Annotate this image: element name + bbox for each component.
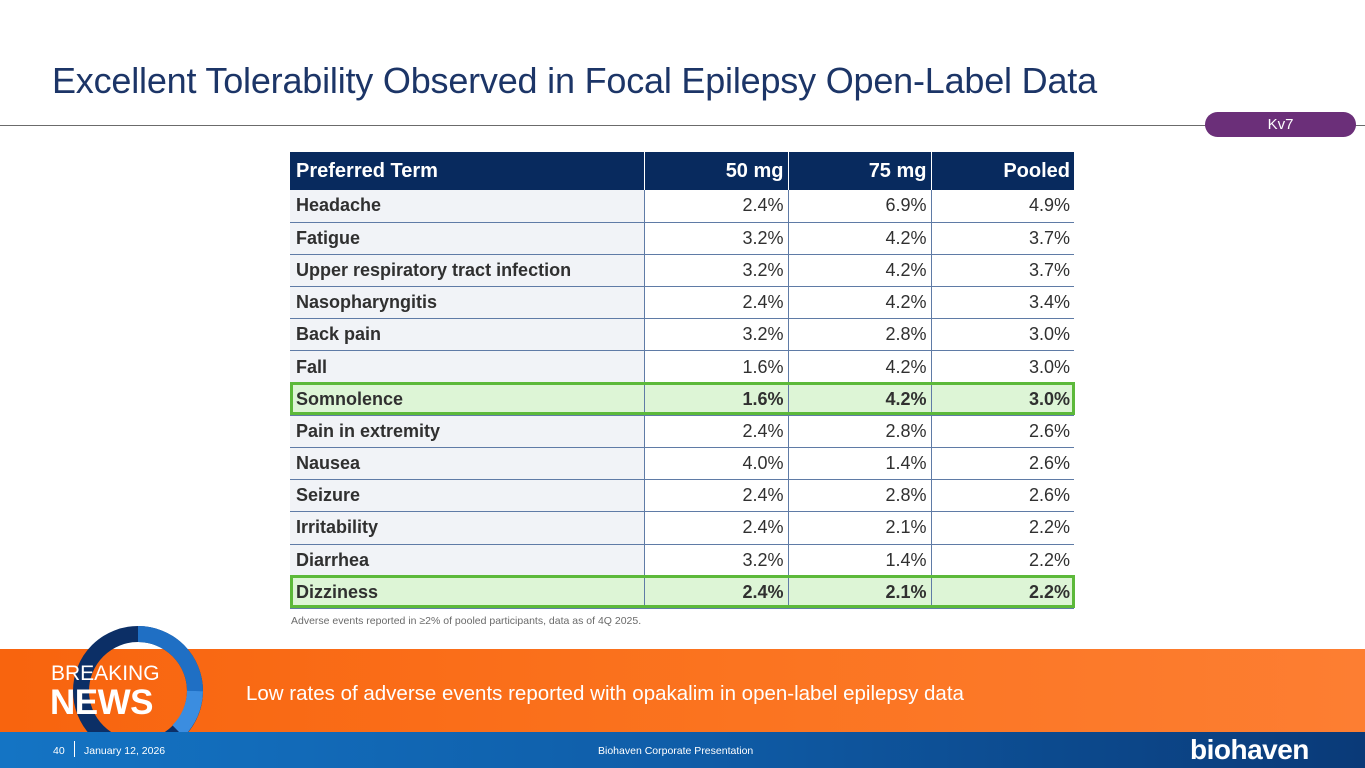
cell-75mg: 4.2% bbox=[788, 222, 932, 255]
breaking-label: BREAKING bbox=[51, 662, 160, 685]
table-row: Diarrhea 3.2% 1.4% 2.2% bbox=[290, 544, 1074, 577]
cell-pooled: 3.0% bbox=[931, 350, 1074, 384]
cell-term: Pain in extremity bbox=[290, 415, 645, 449]
cell-pooled: 3.0% bbox=[931, 383, 1074, 416]
cell-50mg: 3.2% bbox=[644, 254, 789, 288]
news-label: NEWS bbox=[50, 683, 154, 722]
cell-75mg: 4.2% bbox=[788, 350, 932, 384]
page-number: 40 bbox=[53, 745, 65, 757]
cell-50mg: 2.4% bbox=[644, 190, 789, 223]
table-row: Somnolence 1.6% 4.2% 3.0% bbox=[290, 383, 1074, 416]
table-footnote: Adverse events reported in ≥2% of pooled… bbox=[291, 615, 642, 627]
cell-pooled: 3.4% bbox=[931, 286, 1074, 320]
cell-50mg: 1.6% bbox=[644, 383, 789, 416]
table-row: Headache 2.4% 6.9% 4.9% bbox=[290, 190, 1074, 223]
banner-message: Low rates of adverse events reported wit… bbox=[246, 682, 964, 705]
cell-pooled: 2.2% bbox=[931, 511, 1074, 545]
table-row: Dizziness 2.4% 2.1% 2.2% bbox=[290, 576, 1074, 609]
cell-pooled: 2.6% bbox=[931, 415, 1074, 449]
cell-pooled: 3.0% bbox=[931, 318, 1074, 352]
cell-50mg: 3.2% bbox=[644, 544, 789, 577]
cell-term: Dizziness bbox=[290, 576, 645, 609]
table-row: Pain in extremity 2.4% 2.8% 2.6% bbox=[290, 415, 1074, 449]
title-divider bbox=[0, 125, 1365, 126]
footer-separator bbox=[74, 741, 75, 757]
footer-bar bbox=[0, 732, 1365, 768]
cell-75mg: 4.2% bbox=[788, 286, 932, 320]
header-pooled: Pooled bbox=[931, 152, 1074, 190]
cell-term: Nausea bbox=[290, 447, 645, 481]
cell-50mg: 2.4% bbox=[644, 576, 789, 609]
cell-50mg: 2.4% bbox=[644, 286, 789, 320]
cell-75mg: 4.2% bbox=[788, 383, 932, 416]
footer-presentation-title: Biohaven Corporate Presentation bbox=[598, 745, 754, 757]
cell-pooled: 2.6% bbox=[931, 479, 1074, 513]
cell-pooled: 2.2% bbox=[931, 576, 1074, 609]
table-row: Fatigue 3.2% 4.2% 3.7% bbox=[290, 222, 1074, 255]
table-row: Nausea 4.0% 1.4% 2.6% bbox=[290, 447, 1074, 481]
cell-75mg: 1.4% bbox=[788, 544, 932, 577]
cell-75mg: 1.4% bbox=[788, 447, 932, 481]
cell-50mg: 3.2% bbox=[644, 318, 789, 352]
table-row: Back pain 3.2% 2.8% 3.0% bbox=[290, 318, 1074, 352]
cell-75mg: 4.2% bbox=[788, 254, 932, 288]
table-header-row: Preferred Term 50 mg 75 mg Pooled bbox=[290, 152, 1074, 190]
cell-75mg: 6.9% bbox=[788, 190, 932, 223]
cell-50mg: 2.4% bbox=[644, 511, 789, 545]
cell-50mg: 2.4% bbox=[644, 415, 789, 449]
table-row: Upper respiratory tract infection 3.2% 4.2… bbox=[290, 254, 1074, 288]
breaking-news-banner bbox=[0, 649, 1365, 732]
topic-tag: Kv7 bbox=[1205, 112, 1356, 137]
cell-term: Fall bbox=[290, 350, 645, 384]
cell-50mg: 3.2% bbox=[644, 222, 789, 255]
cell-pooled: 4.9% bbox=[931, 190, 1074, 223]
cell-pooled: 2.6% bbox=[931, 447, 1074, 481]
cell-75mg: 2.8% bbox=[788, 415, 932, 449]
breaking-news-ring-icon bbox=[73, 626, 203, 736]
cell-50mg: 4.0% bbox=[644, 447, 789, 481]
table-row: Irritability 2.4% 2.1% 2.2% bbox=[290, 511, 1074, 545]
header-75mg: 75 mg bbox=[788, 152, 932, 190]
header-50mg: 50 mg bbox=[644, 152, 789, 190]
cell-term: Irritability bbox=[290, 511, 645, 545]
cell-75mg: 2.8% bbox=[788, 318, 932, 352]
biohaven-logo: biohaven bbox=[1190, 734, 1309, 765]
cell-75mg: 2.1% bbox=[788, 576, 932, 609]
cell-term: Nasopharyngitis bbox=[290, 286, 645, 320]
cell-term: Somnolence bbox=[290, 383, 645, 416]
cell-50mg: 2.4% bbox=[644, 479, 789, 513]
cell-term: Headache bbox=[290, 190, 645, 223]
cell-75mg: 2.8% bbox=[788, 479, 932, 513]
cell-term: Seizure bbox=[290, 479, 645, 513]
table-row: Nasopharyngitis 2.4% 4.2% 3.4% bbox=[290, 286, 1074, 320]
adverse-events-table: Preferred Term 50 mg 75 mg Pooled Headac… bbox=[290, 152, 1074, 609]
cell-term: Fatigue bbox=[290, 222, 645, 255]
cell-50mg: 1.6% bbox=[644, 350, 789, 384]
table-body: Headache 2.4% 6.9% 4.9% Fatigue 3.2% 4.2% 3.7% U… bbox=[290, 190, 1074, 609]
cell-pooled: 3.7% bbox=[931, 222, 1074, 255]
cell-75mg: 2.1% bbox=[788, 511, 932, 545]
cell-term: Upper respiratory tract infection bbox=[290, 254, 645, 288]
cell-term: Back pain bbox=[290, 318, 645, 352]
slide-title: Excellent Tolerability Observed in Focal… bbox=[52, 60, 1097, 101]
cell-pooled: 3.7% bbox=[931, 254, 1074, 288]
cell-pooled: 2.2% bbox=[931, 544, 1074, 577]
header-preferred-term: Preferred Term bbox=[290, 152, 645, 190]
table-row: Fall 1.6% 4.2% 3.0% bbox=[290, 350, 1074, 384]
cell-term: Diarrhea bbox=[290, 544, 645, 577]
table-row: Seizure 2.4% 2.8% 2.6% bbox=[290, 479, 1074, 513]
footer-date: January 12, 2026 bbox=[84, 745, 166, 757]
